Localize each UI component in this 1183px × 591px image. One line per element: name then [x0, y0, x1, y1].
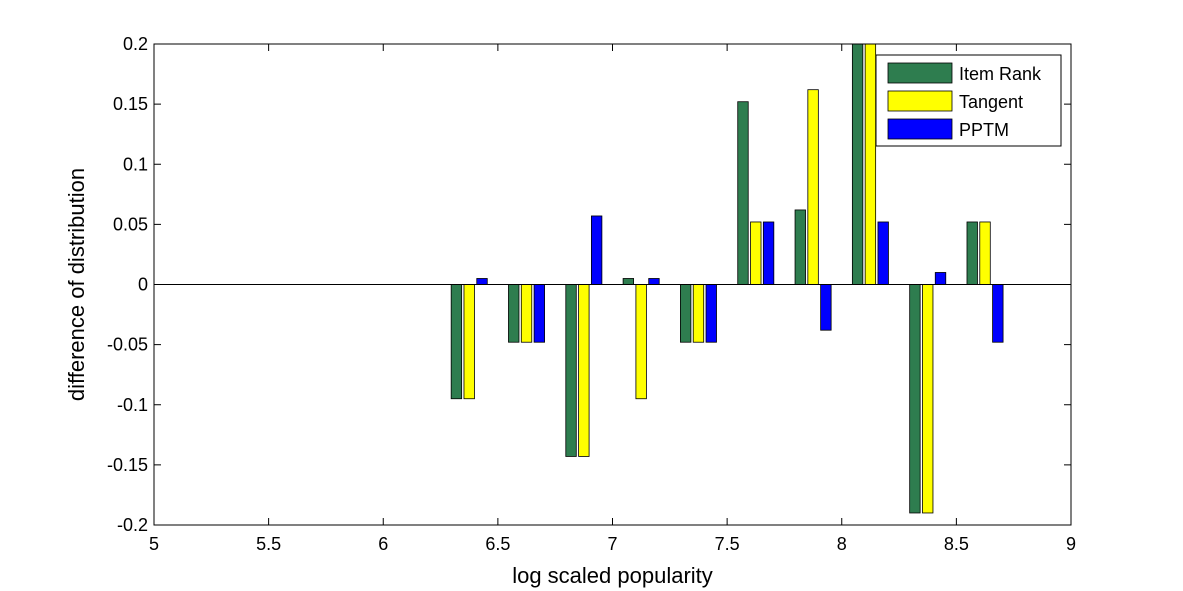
bar-tangent-6 — [807, 89, 819, 285]
bar-item-rank-9 — [966, 221, 978, 285]
y-tick-label: -0.1 — [117, 395, 148, 415]
y-tick-label: -0.05 — [107, 335, 148, 355]
legend-swatch — [887, 90, 953, 112]
legend: Item Rank Tangent PPTM — [875, 54, 1062, 147]
legend-label: PPTM — [959, 120, 1009, 140]
bar-item-rank-7 — [851, 43, 864, 285]
bar-pptm-1 — [533, 284, 545, 343]
bar-item-rank-5 — [737, 101, 749, 285]
x-tick-label: 8 — [837, 534, 847, 554]
x-tick-label: 7.5 — [715, 534, 740, 554]
bar-pptm-3 — [648, 278, 660, 285]
bar-pptm-5 — [762, 221, 775, 285]
x-tick-label: 9 — [1066, 534, 1076, 554]
bar-item-rank-0 — [450, 284, 463, 400]
bar-tangent-9 — [979, 221, 991, 285]
bar-item-rank-8 — [909, 284, 921, 514]
y-tick-label: -0.15 — [107, 455, 148, 475]
bar-pptm-0 — [476, 278, 488, 285]
bar-pptm-4 — [705, 284, 717, 343]
legend-label: Tangent — [959, 92, 1023, 112]
bar-pptm-8 — [934, 272, 947, 285]
y-axis-ticks: -0.2 -0.15 -0.1 -0.05 0 0.05 0.1 0.15 0.2 — [107, 34, 1071, 535]
x-tick-label: 6.5 — [485, 534, 510, 554]
y-tick-label: 0 — [138, 275, 148, 295]
bar-tangent-3 — [635, 284, 647, 400]
x-tick-label: 6 — [378, 534, 388, 554]
bar-item-rank-1 — [508, 284, 520, 343]
y-tick-label: 0.2 — [123, 34, 148, 54]
bar-item-rank-2 — [565, 284, 577, 457]
x-tick-label: 8.5 — [944, 534, 969, 554]
y-tick-label: 0.15 — [113, 94, 148, 114]
x-tick-label: 7 — [607, 534, 617, 554]
bar-tangent-2 — [578, 284, 590, 457]
x-axis-label: log scaled popularity — [512, 563, 713, 588]
y-tick-label: -0.2 — [117, 515, 148, 535]
x-tick-label: 5 — [149, 534, 159, 554]
y-axis-label: difference of distribution — [64, 168, 89, 401]
bar-tangent-4 — [692, 284, 705, 343]
x-tick-label: 5.5 — [256, 534, 281, 554]
bar-tangent-1 — [520, 284, 533, 343]
bar-item-rank-3 — [622, 278, 635, 285]
bar-tangent-0 — [463, 284, 475, 400]
bar-pptm-7 — [877, 221, 889, 285]
bar-pptm-9 — [992, 284, 1004, 343]
y-tick-label: 0.05 — [113, 214, 148, 234]
y-tick-label: 0.1 — [123, 154, 148, 174]
bar-tangent-5 — [750, 221, 762, 285]
bar-item-rank-4 — [680, 284, 692, 343]
legend-swatch — [887, 118, 953, 140]
x-axis-ticks: 5 5.5 6 6.5 7 7.5 8 8.5 9 — [149, 44, 1076, 554]
bar-pptm-6 — [820, 284, 832, 331]
legend-swatch — [887, 62, 953, 84]
bar-tangent-7 — [864, 43, 877, 285]
bar-tangent-8 — [922, 284, 934, 514]
bar-item-rank-6 — [794, 209, 806, 285]
legend-label: Item Rank — [959, 64, 1042, 84]
bar-pptm-2 — [590, 215, 603, 285]
